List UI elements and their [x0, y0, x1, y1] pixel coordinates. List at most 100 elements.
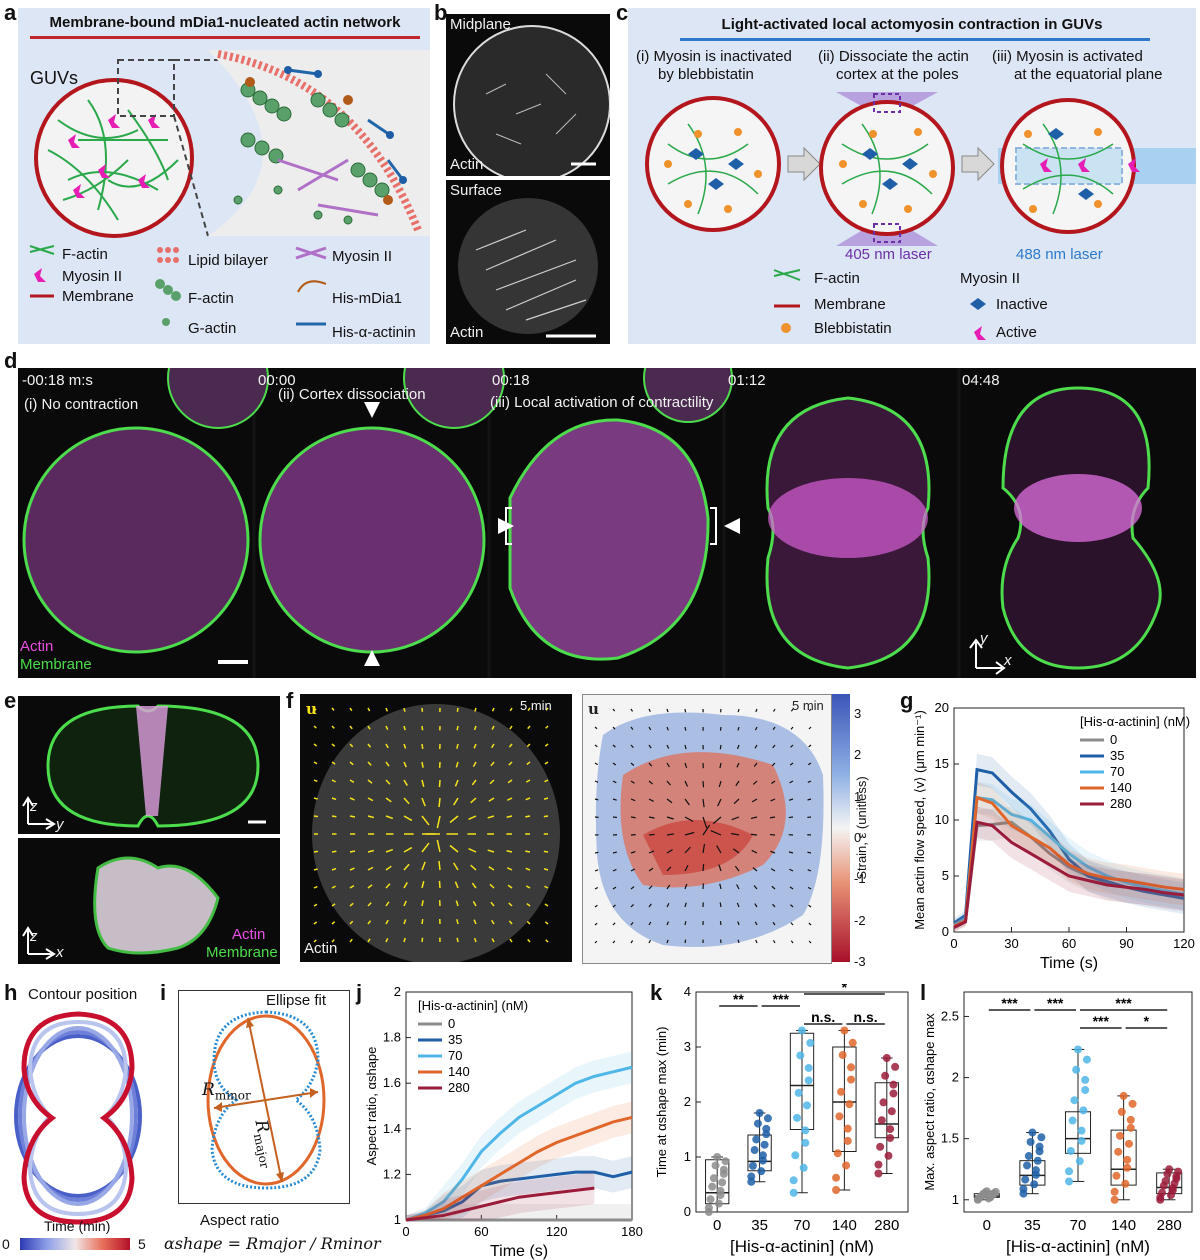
laser-405-label: 405 nm laser — [845, 246, 932, 263]
d-time-2: 00:00 — [258, 372, 296, 389]
flow-arrow — [385, 848, 394, 853]
data-point — [752, 1135, 761, 1144]
data-point — [874, 1160, 883, 1169]
strain-arrow — [612, 851, 617, 854]
data-point — [793, 1113, 802, 1122]
strain-arrow — [594, 851, 599, 854]
y-tick-label: 3 — [684, 1039, 691, 1054]
strain-arrow — [630, 940, 634, 944]
flow-arrow — [491, 707, 495, 712]
data-point — [799, 1163, 808, 1172]
data-point — [758, 1151, 767, 1160]
strain-arrow — [770, 850, 776, 854]
flow-arrow — [525, 815, 531, 818]
panel-label-g: g — [900, 688, 914, 713]
legend-entry-70: 70 — [448, 1048, 462, 1063]
flow-arrow — [453, 797, 459, 806]
significance-label: ** — [733, 991, 744, 1007]
data-point — [842, 1161, 851, 1170]
chart-j: 0 60 120 180 1 1.2 1.4 1.6 1.8 2 Time (s) Aspect ra… — [364, 984, 643, 1260]
data-point — [833, 1149, 842, 1158]
flow-arrow — [349, 902, 354, 907]
significance-label: * — [1144, 1013, 1150, 1029]
x-tick-label: 140 — [832, 1217, 857, 1234]
strain-arrow — [702, 824, 711, 836]
colorbar-tick: -2 — [854, 912, 866, 928]
data-point — [708, 1182, 717, 1191]
strain-arrow — [752, 780, 758, 785]
flow-arrow — [543, 815, 549, 818]
data-point — [1026, 1137, 1035, 1146]
x-tick-label: 60 — [1062, 936, 1076, 951]
strain-arrow — [788, 851, 794, 854]
flow-arrow — [456, 743, 459, 749]
flow-arrow — [525, 850, 531, 853]
strain-arrow — [666, 744, 670, 749]
strain-arrow — [666, 866, 672, 872]
data-point — [1077, 1136, 1086, 1145]
micrograph-surface — [446, 180, 610, 344]
f-time2-label: 5 min — [792, 698, 824, 713]
strain-arrow — [750, 816, 758, 820]
flow-arrow — [449, 844, 459, 853]
data-point — [1123, 1163, 1132, 1172]
strain-arrow — [753, 885, 758, 890]
data-point — [877, 1116, 886, 1125]
significance-label: n.s. — [811, 1009, 835, 1025]
flow-arrow — [331, 815, 337, 818]
data-point — [709, 1174, 718, 1183]
e-axis-x: x — [56, 944, 64, 961]
data-point — [760, 1140, 769, 1149]
data-point — [763, 1114, 772, 1123]
data-point — [1074, 1045, 1082, 1054]
strain-arrow — [648, 726, 652, 731]
data-point — [1082, 1055, 1091, 1064]
legend-c-myosin: Myosin II — [960, 270, 1021, 287]
flow-arrow — [421, 797, 426, 807]
ellipse-fit-plot — [206, 1010, 326, 1190]
significance-label: n.s. — [854, 1009, 878, 1025]
strain-arrow — [684, 816, 694, 822]
strain-arrow — [807, 798, 812, 801]
x-tick-label: 60 — [474, 1224, 488, 1239]
strain-arrow — [751, 798, 758, 803]
d-caption-1: (i) No contraction — [24, 396, 139, 413]
legend-entry-35: 35 — [448, 1032, 462, 1047]
flow-arrow — [468, 815, 477, 821]
h-cmin: 0 — [2, 1236, 10, 1252]
flow-arrow — [367, 866, 374, 871]
y-tick-label: 4 — [684, 984, 691, 999]
x-tick-label: 35 — [1024, 1217, 1041, 1234]
flow-arrow — [349, 867, 355, 871]
data-point — [755, 1109, 764, 1117]
data-point — [1156, 1193, 1165, 1202]
flow-arrow — [385, 919, 389, 925]
flow-arrow — [403, 900, 407, 907]
flow-arrow — [313, 939, 317, 943]
strain-arrow — [630, 726, 634, 730]
flow-arrow — [490, 761, 495, 767]
flow-arrow — [449, 815, 459, 824]
data-point — [1126, 1115, 1135, 1124]
y-tick-label: 0 — [942, 924, 949, 939]
strain-arrow — [718, 780, 722, 788]
data-point — [1163, 1169, 1172, 1178]
y-axis-label: Time at αshape max (min) — [654, 1027, 669, 1178]
strain-arrow — [790, 726, 794, 730]
y-tick-label: 1.6 — [383, 1075, 401, 1090]
significance-label: *** — [1001, 995, 1018, 1011]
data-point — [891, 1062, 900, 1071]
strain-arrow — [731, 832, 740, 836]
flow-arrow — [438, 880, 441, 889]
strain-arrow — [702, 843, 706, 854]
strain-arrow — [666, 726, 669, 731]
strain-arrow — [684, 883, 688, 890]
strain-arrow — [648, 708, 651, 713]
step2-text: (ii) Dissociate the actin cortex at the p… — [818, 48, 969, 83]
micrograph-zx — [18, 838, 280, 964]
flow-arrow — [367, 938, 371, 943]
strain-arrow — [666, 833, 675, 836]
strain-arrow — [737, 939, 740, 944]
data-point — [1031, 1166, 1040, 1175]
data-point — [1066, 1146, 1075, 1155]
